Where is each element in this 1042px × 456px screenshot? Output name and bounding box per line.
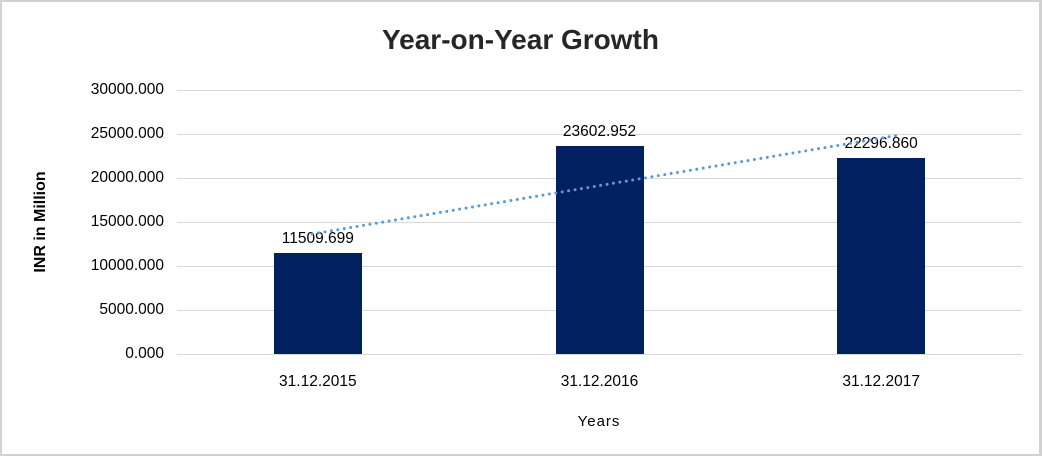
y-tick-label: 20000.000	[90, 169, 164, 186]
y-tick-label: 0.000	[125, 345, 164, 362]
gridline	[177, 354, 1022, 355]
data-label: 23602.952	[562, 123, 637, 141]
trendline	[310, 133, 900, 236]
x-tick-label: 31.12.2015	[279, 373, 357, 390]
data-label: 11509.699	[281, 229, 354, 247]
bar-31.12.2016	[555, 146, 644, 354]
chart-title: Year-on-Year Growth	[382, 24, 659, 55]
y-tick-label: 30000.000	[90, 81, 164, 98]
gridline	[177, 134, 1022, 135]
x-tick-label: 31.12.2016	[560, 373, 639, 390]
y-tick-label: 5000.000	[99, 301, 164, 318]
bar-31.12.2015	[273, 252, 362, 354]
bar-31.12.2017	[837, 157, 926, 354]
y-tick-label: 25000.000	[90, 125, 164, 142]
y-tick-label: 15000.000	[90, 213, 164, 230]
x-tick-label: 31.12.2017	[842, 373, 920, 390]
y-tick-label: 10000.000	[90, 257, 164, 274]
trendline-path	[310, 133, 900, 236]
data-label: 22296.860	[844, 134, 918, 152]
gridline	[177, 90, 1022, 91]
x-axis-title: Years	[577, 413, 621, 430]
plot-area: 11509.699 23602.952 22296.860	[177, 90, 1022, 355]
